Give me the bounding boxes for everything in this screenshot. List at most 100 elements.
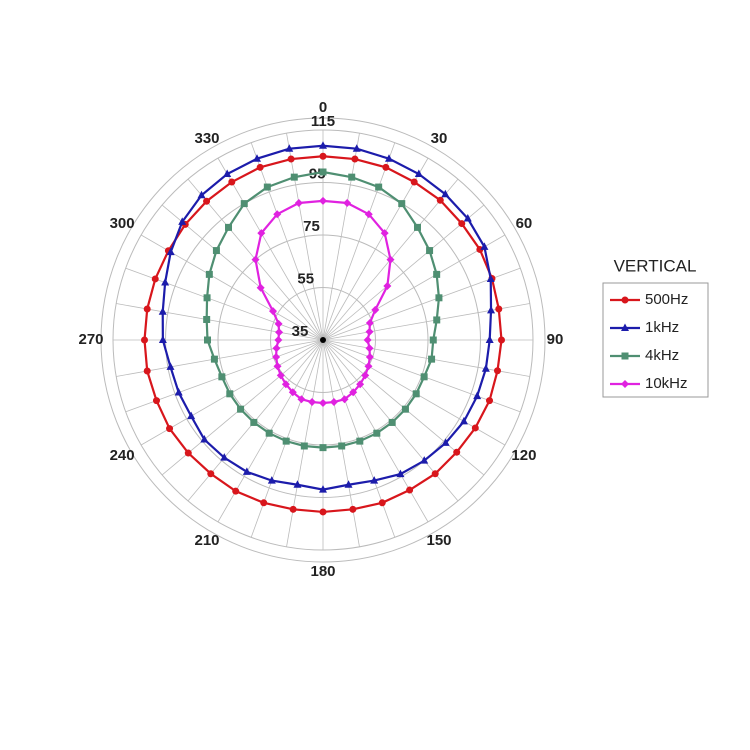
point bbox=[288, 388, 297, 397]
point bbox=[151, 275, 159, 283]
point bbox=[388, 418, 396, 426]
point bbox=[152, 397, 160, 405]
point bbox=[174, 388, 183, 396]
point bbox=[406, 486, 414, 494]
theta-tick-label: 240 bbox=[110, 447, 135, 464]
point bbox=[481, 364, 490, 372]
point bbox=[207, 470, 215, 478]
point bbox=[319, 485, 327, 493]
point bbox=[352, 144, 361, 152]
point bbox=[300, 442, 308, 450]
point bbox=[473, 391, 482, 400]
outer-ring bbox=[100, 117, 546, 563]
point bbox=[319, 168, 327, 176]
point bbox=[338, 442, 346, 450]
point bbox=[410, 178, 418, 186]
point bbox=[361, 371, 370, 380]
point bbox=[240, 200, 248, 208]
point bbox=[272, 344, 281, 353]
point bbox=[178, 217, 187, 225]
point bbox=[356, 380, 365, 389]
point bbox=[263, 183, 271, 191]
legend-label: 10kHz bbox=[645, 375, 688, 392]
point bbox=[365, 344, 374, 353]
point bbox=[356, 437, 364, 445]
legend-label: 1kHz bbox=[645, 319, 679, 336]
point bbox=[228, 178, 236, 186]
point bbox=[205, 270, 213, 278]
point bbox=[308, 398, 317, 407]
point bbox=[486, 274, 495, 282]
theta-tick-label: 0 bbox=[319, 99, 327, 116]
point bbox=[498, 336, 505, 344]
point bbox=[273, 210, 282, 219]
point bbox=[237, 405, 245, 413]
point bbox=[485, 335, 494, 343]
point bbox=[273, 362, 282, 371]
point bbox=[458, 220, 466, 228]
point bbox=[365, 327, 374, 336]
point bbox=[435, 294, 443, 302]
point bbox=[349, 505, 357, 513]
r-tick-label: 75 bbox=[303, 218, 320, 235]
point bbox=[166, 247, 175, 256]
point bbox=[382, 163, 390, 171]
point bbox=[414, 169, 423, 178]
point bbox=[371, 305, 380, 314]
point bbox=[319, 141, 327, 149]
point bbox=[141, 336, 148, 344]
point bbox=[349, 388, 358, 397]
point bbox=[268, 307, 277, 316]
point bbox=[340, 395, 349, 404]
point bbox=[420, 456, 429, 464]
theta-tick-label: 150 bbox=[426, 532, 451, 549]
point bbox=[218, 373, 226, 381]
theta-tick-label: 330 bbox=[194, 130, 219, 147]
point bbox=[396, 469, 405, 478]
point bbox=[319, 444, 327, 452]
point bbox=[621, 352, 629, 360]
point bbox=[276, 371, 285, 380]
point bbox=[319, 196, 327, 205]
theta-tick-label: 90 bbox=[547, 331, 564, 348]
point bbox=[433, 316, 441, 324]
point bbox=[364, 210, 373, 219]
r-tick-label: 55 bbox=[297, 270, 314, 287]
legend-title: VERTICAL bbox=[614, 256, 697, 275]
point bbox=[293, 480, 302, 488]
point bbox=[256, 163, 264, 171]
center bbox=[320, 337, 326, 343]
point bbox=[441, 189, 450, 198]
point bbox=[294, 198, 303, 207]
point bbox=[401, 405, 409, 413]
point bbox=[158, 335, 167, 343]
point bbox=[267, 476, 276, 484]
point bbox=[453, 448, 461, 456]
point bbox=[226, 390, 234, 398]
point bbox=[348, 173, 356, 181]
point bbox=[287, 155, 295, 163]
point bbox=[251, 255, 260, 264]
point bbox=[441, 438, 450, 446]
point bbox=[289, 505, 297, 513]
grid-ring bbox=[112, 129, 534, 551]
point bbox=[463, 214, 472, 222]
legend-label: 4kHz bbox=[645, 347, 679, 364]
point bbox=[260, 499, 268, 507]
point bbox=[143, 367, 151, 375]
point bbox=[257, 229, 266, 238]
point bbox=[203, 294, 211, 302]
point bbox=[285, 144, 294, 152]
r-tick-label: 35 bbox=[292, 323, 309, 340]
point bbox=[197, 190, 206, 199]
point bbox=[203, 315, 211, 323]
point bbox=[212, 247, 220, 255]
point bbox=[282, 437, 290, 445]
theta-tick-label: 180 bbox=[310, 563, 335, 580]
point bbox=[265, 429, 273, 437]
theta-tick-label: 30 bbox=[431, 130, 448, 147]
point bbox=[220, 453, 229, 461]
point bbox=[459, 416, 468, 425]
